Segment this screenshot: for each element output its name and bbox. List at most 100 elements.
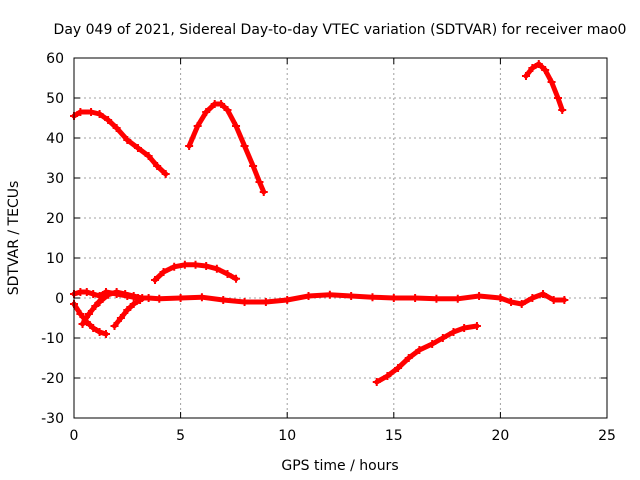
- data-point: [428, 340, 437, 348]
- data-point: [449, 328, 458, 336]
- data-point: [404, 354, 413, 362]
- data-point: [415, 346, 424, 354]
- data-point: [112, 124, 121, 132]
- data-point: [95, 110, 104, 118]
- data-point: [76, 108, 85, 116]
- data-point: [151, 276, 160, 284]
- data-point: [438, 334, 447, 342]
- data-point: [76, 310, 85, 318]
- data-point: [304, 292, 313, 300]
- data-point: [104, 116, 113, 124]
- grid-lines: [74, 58, 607, 418]
- series-arc-10: [95, 288, 147, 306]
- y-tick-label: -30: [41, 411, 64, 427]
- series-arc-5: [372, 322, 481, 386]
- y-tick-label: -20: [41, 371, 64, 387]
- y-tick-label: 40: [46, 131, 64, 147]
- data-point: [517, 300, 526, 308]
- x-tick-label: 20: [491, 428, 509, 444]
- data-point: [534, 60, 543, 68]
- data-point: [261, 298, 270, 306]
- x-tick-label: 10: [278, 428, 296, 444]
- data-point: [202, 108, 211, 116]
- data-point: [133, 144, 142, 152]
- data-point: [232, 274, 241, 283]
- x-axis-label: GPS time / hours: [281, 458, 398, 474]
- data-point: [176, 294, 185, 302]
- data-point: [558, 106, 567, 114]
- data-series: [70, 60, 569, 386]
- data-point: [240, 142, 249, 150]
- chart-title: Day 049 of 2021, Sidereal Day-to-day VTE…: [54, 22, 627, 38]
- data-point: [89, 290, 98, 298]
- x-tick-label: 5: [176, 428, 185, 444]
- data-point: [116, 314, 125, 322]
- data-point: [432, 294, 441, 303]
- y-tick-label: 60: [46, 51, 64, 67]
- data-point: [129, 292, 138, 300]
- data-point: [193, 122, 202, 130]
- data-point: [249, 162, 258, 170]
- data-point: [389, 294, 398, 302]
- plot-frame: [73, 57, 608, 419]
- series-arc-4: [151, 260, 241, 284]
- data-point: [191, 260, 200, 269]
- data-point: [121, 290, 130, 298]
- data-point: [91, 302, 100, 310]
- data-point: [155, 294, 164, 303]
- data-point: [212, 264, 221, 273]
- data-point: [521, 72, 530, 80]
- data-point: [95, 298, 104, 306]
- data-point: [383, 372, 392, 380]
- data-point: [138, 294, 147, 302]
- data-point: [129, 300, 138, 308]
- x-tick-label: 0: [70, 428, 79, 444]
- y-axis-label: SDTVAR / TECUs: [6, 181, 22, 296]
- data-point: [197, 293, 206, 302]
- data-point: [223, 270, 232, 278]
- data-point: [560, 296, 569, 304]
- data-point: [104, 290, 113, 299]
- data-point: [394, 364, 403, 372]
- series-arc-7: [70, 300, 110, 338]
- data-point: [232, 122, 241, 130]
- data-point: [153, 162, 162, 170]
- data-point: [453, 294, 462, 303]
- y-tick-label: 30: [46, 171, 64, 187]
- data-point: [144, 152, 153, 160]
- y-tick-label: 50: [46, 91, 64, 107]
- data-point: [95, 328, 104, 336]
- data-point: [553, 94, 562, 102]
- data-point: [202, 262, 211, 270]
- x-tick-label: 15: [385, 428, 403, 444]
- data-point: [240, 298, 249, 306]
- axis-ticks: 0 5 10 15 20 25 -30 -20 -10 0 10 20 30 40 50 60: [41, 51, 616, 444]
- data-point: [541, 66, 550, 74]
- data-point: [82, 288, 91, 296]
- data-point: [411, 294, 420, 302]
- data-point: [255, 178, 264, 186]
- y-tick-label: 20: [46, 211, 64, 227]
- data-point: [347, 292, 356, 300]
- series-arc-3: [521, 60, 567, 114]
- data-point: [259, 188, 268, 196]
- data-point: [101, 330, 110, 338]
- data-point: [539, 290, 548, 298]
- data-point: [472, 322, 481, 330]
- data-point: [217, 100, 226, 108]
- data-point: [368, 293, 377, 302]
- data-point: [507, 298, 516, 306]
- data-point: [496, 294, 505, 302]
- data-point: [78, 320, 87, 328]
- y-tick-label: -10: [41, 331, 64, 347]
- y-tick-label: 10: [46, 251, 64, 267]
- data-point: [112, 288, 121, 296]
- data-point: [475, 292, 484, 300]
- data-point: [219, 296, 228, 304]
- data-point: [283, 296, 292, 304]
- data-point: [180, 260, 189, 269]
- series-arc-2: [185, 100, 268, 196]
- data-point: [528, 294, 537, 302]
